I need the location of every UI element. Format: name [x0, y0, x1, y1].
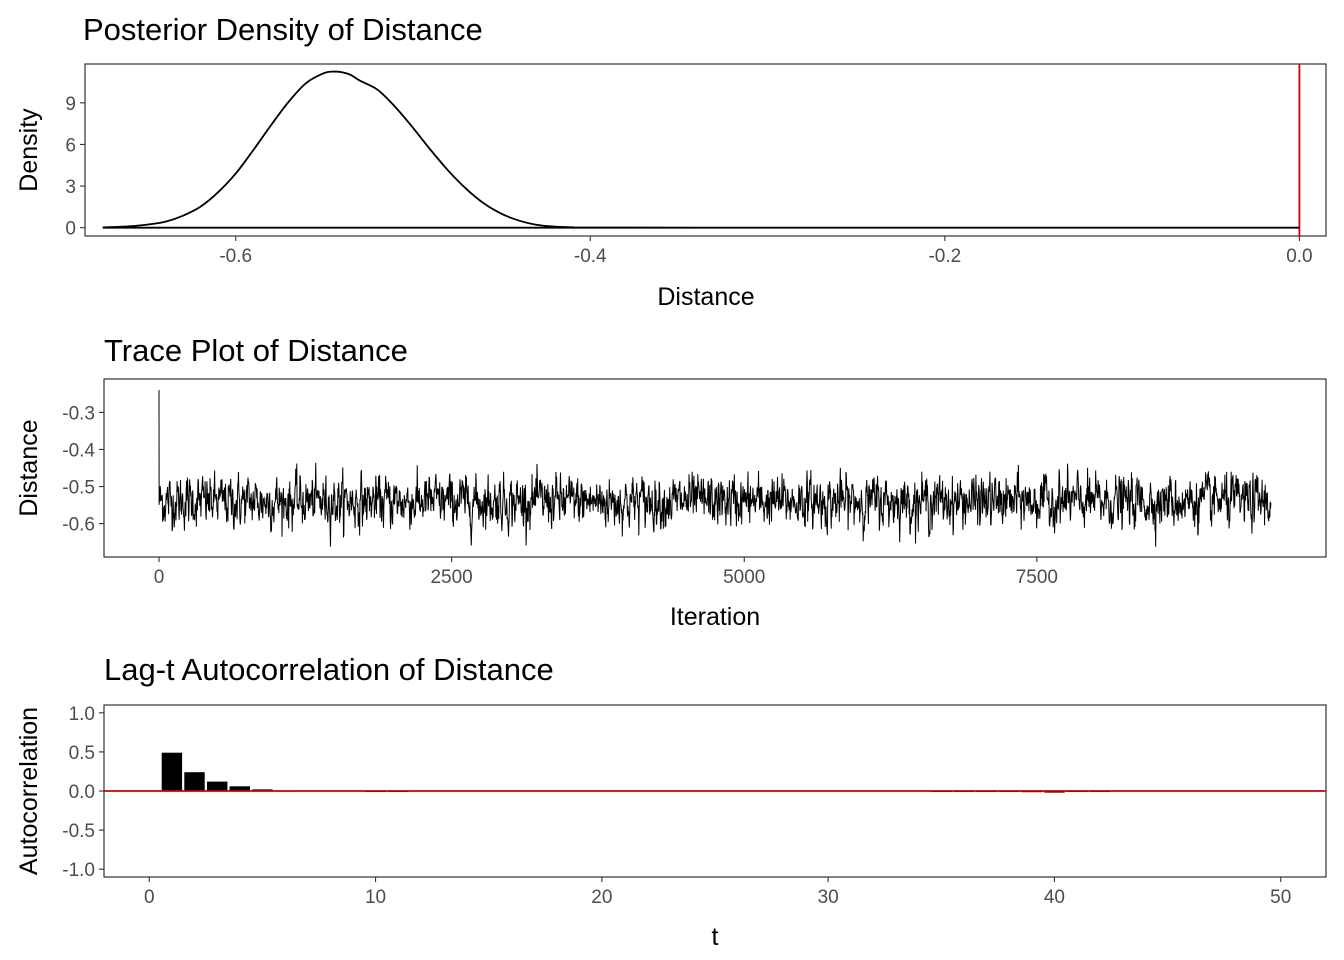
- density-title: Posterior Density of Distance: [83, 12, 483, 47]
- y-tick-label: 0.0: [69, 782, 95, 803]
- trace-line: [158, 390, 1272, 547]
- x-tick-label: 7500: [1016, 567, 1058, 588]
- y-tick-label: -0.6: [62, 515, 95, 536]
- density-curve: [102, 70, 1300, 229]
- y-tick-label: -0.3: [62, 403, 95, 424]
- acf-bar: [184, 772, 205, 791]
- x-tick-label: 0.0: [1286, 246, 1312, 267]
- y-tick-label: -1.0: [62, 860, 95, 881]
- y-tick-label: 0.5: [69, 743, 95, 764]
- density-panel: Posterior Density of Distance -0.6 -0.4 -0…: [15, 12, 1327, 311]
- y-tick-label: -0.5: [62, 821, 95, 842]
- x-tick-label: 50: [1270, 887, 1291, 908]
- x-tick-label: 10: [365, 887, 386, 908]
- acf-bar: [161, 752, 183, 791]
- y-tick-label: 1.0: [69, 704, 95, 725]
- trace-plot-frame: [103, 378, 1327, 558]
- y-tick-label: -0.4: [62, 440, 95, 461]
- y-tick-label: 0: [65, 219, 76, 240]
- trace-x-axis-title: Iteration: [670, 603, 760, 631]
- acf-panel: Lag-t Autocorrelation of Distance 0 10 20 3…: [15, 652, 1327, 951]
- x-tick-label: -0.4: [574, 246, 607, 267]
- y-tick-label: 6: [65, 135, 76, 156]
- x-tick-label: 20: [591, 887, 612, 908]
- x-tick-label: 0: [144, 887, 155, 908]
- x-tick-label: 0: [154, 567, 165, 588]
- x-tick-label: 2500: [430, 567, 472, 588]
- y-tick-label: -0.5: [62, 478, 95, 499]
- acf-x-axis-title: t: [712, 923, 719, 951]
- x-tick-label: 30: [818, 887, 839, 908]
- x-tick-label: 40: [1044, 887, 1065, 908]
- acf-bar: [229, 786, 250, 791]
- x-tick-label: -0.6: [219, 246, 252, 267]
- acf-title: Lag-t Autocorrelation of Distance: [104, 652, 554, 687]
- x-tick-label: 5000: [723, 567, 765, 588]
- acf-y-axis-title: Autocorrelation: [15, 707, 43, 875]
- density-plot-frame: [84, 63, 1327, 237]
- trace-y-axis-title: Distance: [15, 419, 43, 516]
- density-y-axis-title: Density: [15, 108, 43, 192]
- acf-bar: [207, 781, 228, 791]
- y-tick-label: 3: [65, 177, 76, 198]
- trace-title: Trace Plot of Distance: [104, 333, 408, 368]
- trace-panel: Trace Plot of Distance 0 2500 5000 7500 -0.…: [15, 333, 1327, 631]
- x-tick-label: -0.2: [928, 246, 961, 267]
- density-x-axis-title: Distance: [657, 283, 754, 311]
- y-tick-label: 9: [65, 94, 76, 115]
